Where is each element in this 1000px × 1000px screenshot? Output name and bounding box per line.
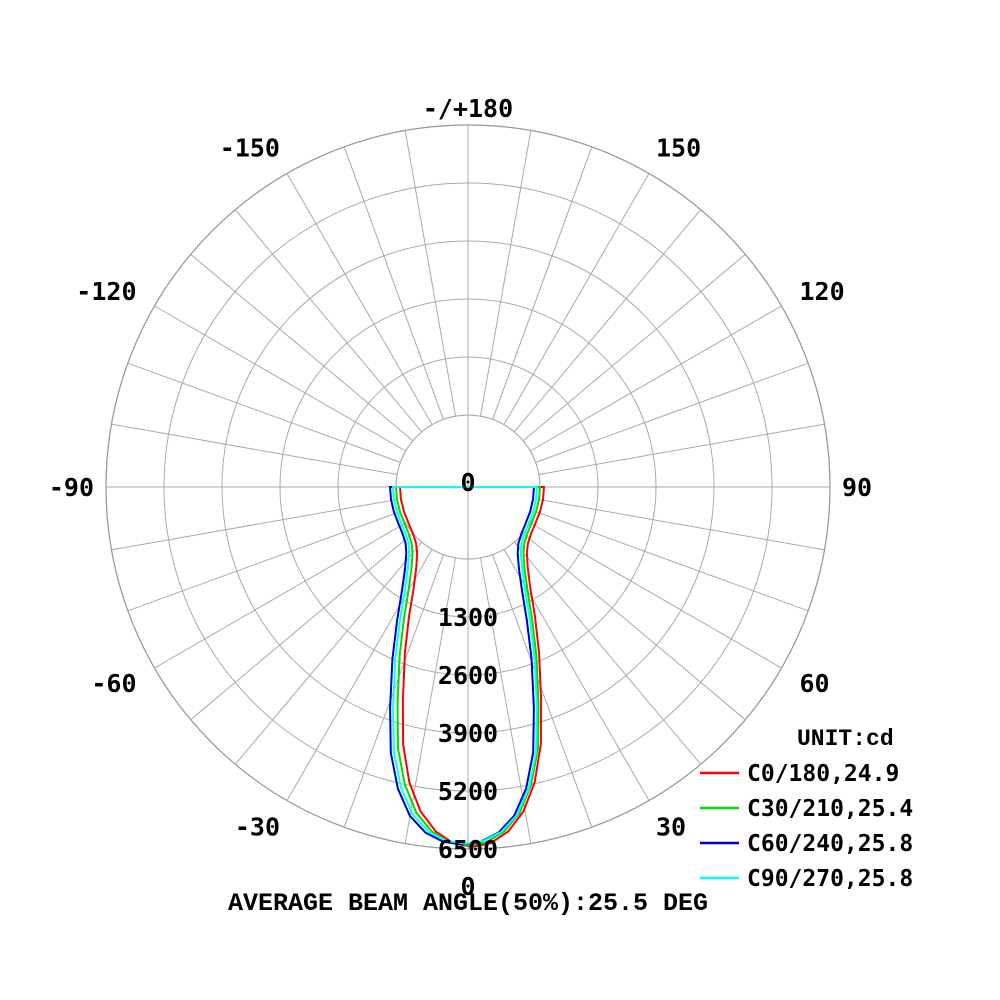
angle-tick-label: -120 [76, 277, 136, 306]
radial-tick-label: 1300 [438, 603, 498, 632]
grid-spoke [530, 522, 782, 669]
grid-spoke [111, 499, 398, 551]
angle-tick-label: 0 [460, 872, 475, 901]
angle-tick-label: 150 [656, 134, 701, 163]
grid-spoke [154, 522, 406, 669]
grid-spoke [286, 173, 433, 425]
angle-tick-label: -/+180 [423, 94, 513, 123]
angle-tick-label: 90 [842, 473, 872, 502]
legend-entry-2: C30/210,25.4 [747, 796, 913, 822]
angle-tick-label: 120 [799, 277, 844, 306]
grid-spoke [127, 362, 401, 463]
grid-spoke [404, 130, 456, 417]
legend-entry-3: C60/240,25.8 [747, 831, 913, 857]
grid-spoke [111, 423, 398, 475]
grid-spoke [538, 499, 825, 551]
radial-tick-label: 5200 [438, 777, 498, 806]
grid-spoke [535, 511, 809, 612]
angle-tick-label: -90 [49, 473, 94, 502]
angle-labels: -/+180 -150 150 -120 120 -90 90 -60 60 -30 30 0 [49, 94, 872, 901]
radial-tick-label: 2600 [438, 661, 498, 690]
grid-spoke [535, 362, 809, 463]
beam-angle-footer: AVERAGE BEAM ANGLE(50%):25.5 DEG [228, 889, 708, 918]
grid-spoke [538, 423, 825, 475]
grid-spoke [492, 554, 593, 828]
radial-tick-label: 6500 [438, 835, 498, 864]
angle-tick-label: 60 [799, 669, 829, 698]
grid-spoke [480, 130, 532, 417]
legend-entry-1: C0/180,24.9 [747, 761, 899, 787]
legend-entry-4: C90/270,25.8 [747, 866, 913, 892]
radial-tick-label: 3900 [438, 719, 498, 748]
grid-spoke [154, 305, 406, 452]
angle-tick-label: -60 [91, 669, 136, 698]
legend: UNIT:cd C0/180,24.9 C30/210,25.4 C60/240,2… [700, 726, 913, 892]
angle-tick-label: 30 [656, 812, 686, 841]
grid-spoke [234, 541, 423, 765]
unit-label: UNIT:cd [797, 726, 894, 752]
grid-spoke [190, 253, 414, 442]
grid-spoke [513, 541, 702, 765]
grid-spoke [530, 305, 782, 452]
curves-group [388, 486, 546, 848]
ring-labels: 0 1300 2600 3900 5200 6500 [438, 468, 498, 864]
angle-tick-label: -30 [235, 812, 280, 841]
grid-spoke [234, 209, 423, 433]
series-curve-3 [388, 486, 536, 846]
angle-tick-label: -150 [220, 134, 280, 163]
grid-spoke [343, 146, 444, 420]
grid-spoke [522, 532, 746, 721]
grid-spoke [492, 146, 593, 420]
grid-spoke [513, 209, 702, 433]
grid-spoke [522, 253, 746, 442]
grid-spoke [127, 511, 401, 612]
radial-tick-label: 0 [460, 468, 475, 497]
grid-spoke [190, 532, 414, 721]
grid-spoke [503, 173, 650, 425]
series-curve-4 [391, 486, 539, 845]
